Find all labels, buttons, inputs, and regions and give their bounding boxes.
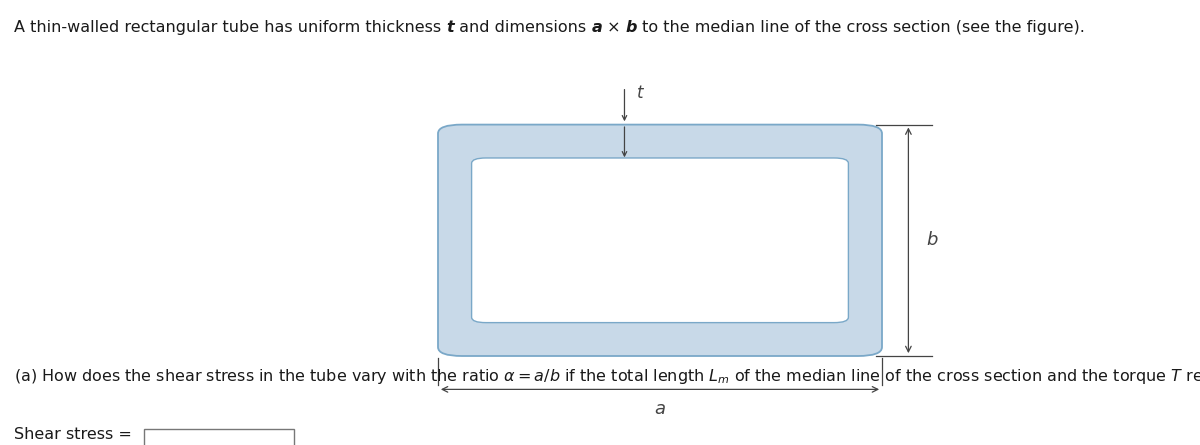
Text: Shear stress =: Shear stress = — [14, 427, 132, 442]
Bar — [144, 429, 294, 445]
Text: and dimensions: and dimensions — [455, 20, 592, 35]
Text: b: b — [626, 20, 637, 35]
Text: $b$: $b$ — [926, 231, 938, 249]
FancyBboxPatch shape — [438, 125, 882, 356]
Text: ×: × — [602, 20, 626, 35]
Text: $a$: $a$ — [654, 400, 666, 418]
Text: a: a — [592, 20, 602, 35]
Text: $t$: $t$ — [636, 84, 646, 101]
Text: t: t — [446, 20, 455, 35]
Text: (a) How does the shear stress in the tube vary with the ratio $\alpha = a/b$ if : (a) How does the shear stress in the tub… — [14, 367, 1200, 386]
FancyBboxPatch shape — [472, 158, 848, 323]
Text: A thin-walled rectangular tube has uniform thickness: A thin-walled rectangular tube has unifo… — [14, 20, 446, 35]
Text: to the median line of the cross section (see the figure).: to the median line of the cross section … — [637, 20, 1085, 35]
